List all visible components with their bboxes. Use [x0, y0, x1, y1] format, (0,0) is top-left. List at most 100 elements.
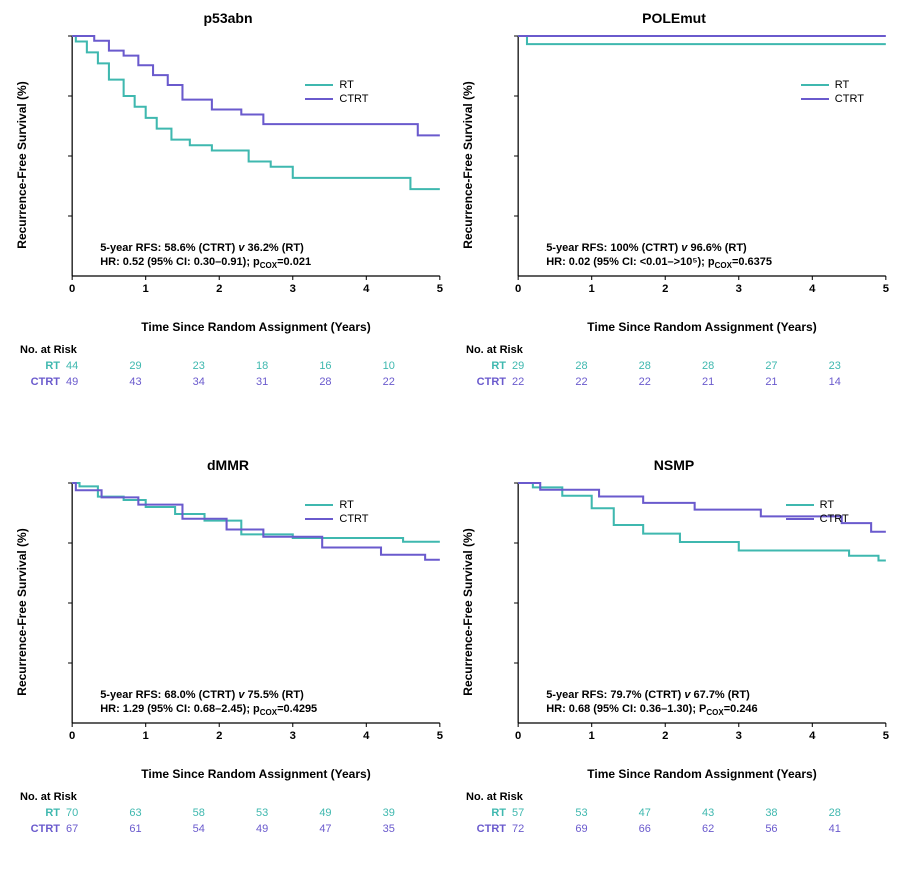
svg-text:4: 4 [363, 730, 370, 742]
risk-table: No. at RiskRT442923181610CTRT49433431282… [20, 344, 446, 390]
stats-line-1: 5-year RFS: 100% (CTRT) v 96.6% (RT) [546, 241, 772, 256]
risk-cell: 29 [129, 360, 192, 372]
chart-area: Recurrence-Free Survival (%)255075100012… [66, 30, 446, 300]
legend-swatch [305, 504, 333, 506]
legend: RTCTRT [305, 499, 368, 527]
legend: RTCTRT [801, 79, 864, 107]
risk-cell: 22 [383, 376, 446, 388]
svg-text:1: 1 [143, 283, 149, 295]
risk-cells: 222222212114 [512, 376, 892, 388]
svg-text:5: 5 [883, 283, 889, 295]
legend-swatch [801, 84, 829, 86]
svg-text:4: 4 [363, 283, 370, 295]
svg-text:3: 3 [736, 730, 742, 742]
risk-row-rt: RT292828282723 [466, 358, 892, 374]
panel-dmmr: dMMRRecurrence-Free Survival (%)25507510… [10, 457, 446, 884]
legend-label: CTRT [820, 513, 849, 525]
risk-cell: 44 [66, 360, 129, 372]
chart-title: dMMR [10, 457, 446, 473]
panel-p53abn: p53abnRecurrence-Free Survival (%)255075… [10, 10, 446, 437]
risk-cell: 23 [829, 360, 892, 372]
legend: RT CTRT [786, 499, 849, 527]
svg-text:1: 1 [143, 730, 149, 742]
risk-cell: 21 [765, 376, 828, 388]
risk-cell: 69 [575, 823, 638, 835]
risk-cell: 47 [639, 807, 702, 819]
legend-swatch [786, 504, 814, 506]
legend-label: RT [339, 79, 353, 91]
risk-cell: 61 [129, 823, 192, 835]
risk-label: CTRT [20, 376, 66, 388]
risk-cell: 34 [193, 376, 256, 388]
risk-cell: 56 [765, 823, 828, 835]
risk-cell: 57 [512, 807, 575, 819]
legend-swatch [305, 98, 333, 100]
risk-title: No. at Risk [466, 344, 892, 356]
svg-text:2: 2 [216, 283, 222, 295]
chart-area: Recurrence-Free Survival (%)255075100012… [512, 477, 892, 747]
risk-label: CTRT [20, 823, 66, 835]
risk-cell: 53 [256, 807, 319, 819]
risk-table: No. at Risk RT575347433828CTRT72696662564… [466, 791, 892, 837]
svg-text:0: 0 [69, 730, 75, 742]
y-axis-label: Recurrence-Free Survival (%) [15, 81, 29, 248]
risk-row-rt: RT575347433828 [466, 805, 892, 821]
svg-text:0: 0 [515, 283, 521, 295]
chart-title: POLEmut [456, 10, 892, 26]
risk-row-rt: RT706358534939 [20, 805, 446, 821]
risk-cell: 39 [383, 807, 446, 819]
risk-label: RT [20, 360, 66, 372]
risk-cell: 22 [512, 376, 575, 388]
risk-row-ctrt: CTRT726966625641 [466, 821, 892, 837]
risk-cell: 22 [575, 376, 638, 388]
risk-label: RT [20, 807, 66, 819]
risk-cell: 21 [702, 376, 765, 388]
legend: RT CTRT [305, 79, 368, 107]
legend-label: CTRT [339, 513, 368, 525]
risk-cell: 53 [575, 807, 638, 819]
svg-text:4: 4 [809, 730, 816, 742]
risk-cell: 28 [702, 360, 765, 372]
risk-cells: 494334312822 [66, 376, 446, 388]
legend-swatch [801, 98, 829, 100]
risk-cells: 292828282723 [512, 360, 892, 372]
legend-swatch [305, 518, 333, 520]
risk-cell: 47 [319, 823, 382, 835]
risk-label: RT [466, 807, 512, 819]
risk-cell: 67 [66, 823, 129, 835]
legend-item-rt: RT [786, 499, 849, 511]
chart-area: Recurrence-Free Survival (%)255075100012… [512, 30, 892, 300]
legend-swatch [786, 518, 814, 520]
legend-item-rt: RT [801, 79, 864, 91]
stats-line-2: HR: 0.68 (95% CI: 0.36–1.30); PCOX=0.246 [546, 702, 757, 719]
risk-cell: 16 [319, 360, 382, 372]
risk-label: CTRT [466, 823, 512, 835]
x-axis-label: Time Since Random Assignment (Years) [512, 320, 892, 334]
stats-box: 5-year RFS: 68.0% (CTRT) v 75.5% (RT)HR:… [100, 688, 317, 720]
risk-cell: 49 [256, 823, 319, 835]
stats-line-2: HR: 1.29 (95% CI: 0.68–2.45); pCOX=0.429… [100, 702, 317, 719]
legend-label: CTRT [339, 93, 368, 105]
risk-cell: 14 [829, 376, 892, 388]
risk-cell: 18 [256, 360, 319, 372]
risk-title: No. at Risk [466, 791, 892, 803]
stats-box: 5-year RFS: 79.7% (CTRT) v 67.7% (RT)HR:… [546, 688, 757, 720]
legend-item-rt: RT [305, 79, 368, 91]
risk-cell: 54 [193, 823, 256, 835]
risk-cell: 49 [319, 807, 382, 819]
legend-item-ctrt: CTRT [305, 93, 368, 105]
risk-cell: 70 [66, 807, 129, 819]
risk-cell: 22 [639, 376, 702, 388]
risk-row-rt: RT442923181610 [20, 358, 446, 374]
stats-box: 5-year RFS: 100% (CTRT) v 96.6% (RT)HR: … [546, 241, 772, 273]
risk-cell: 28 [575, 360, 638, 372]
risk-cell: 35 [383, 823, 446, 835]
svg-text:5: 5 [437, 730, 443, 742]
risk-cell: 41 [829, 823, 892, 835]
svg-text:5: 5 [437, 283, 443, 295]
stats-line-1: 5-year RFS: 58.6% (CTRT) v 36.2% (RT) [100, 241, 311, 256]
risk-label: CTRT [466, 376, 512, 388]
chart-grid: p53abnRecurrence-Free Survival (%)255075… [10, 10, 892, 884]
risk-cell: 66 [639, 823, 702, 835]
risk-cell: 28 [829, 807, 892, 819]
